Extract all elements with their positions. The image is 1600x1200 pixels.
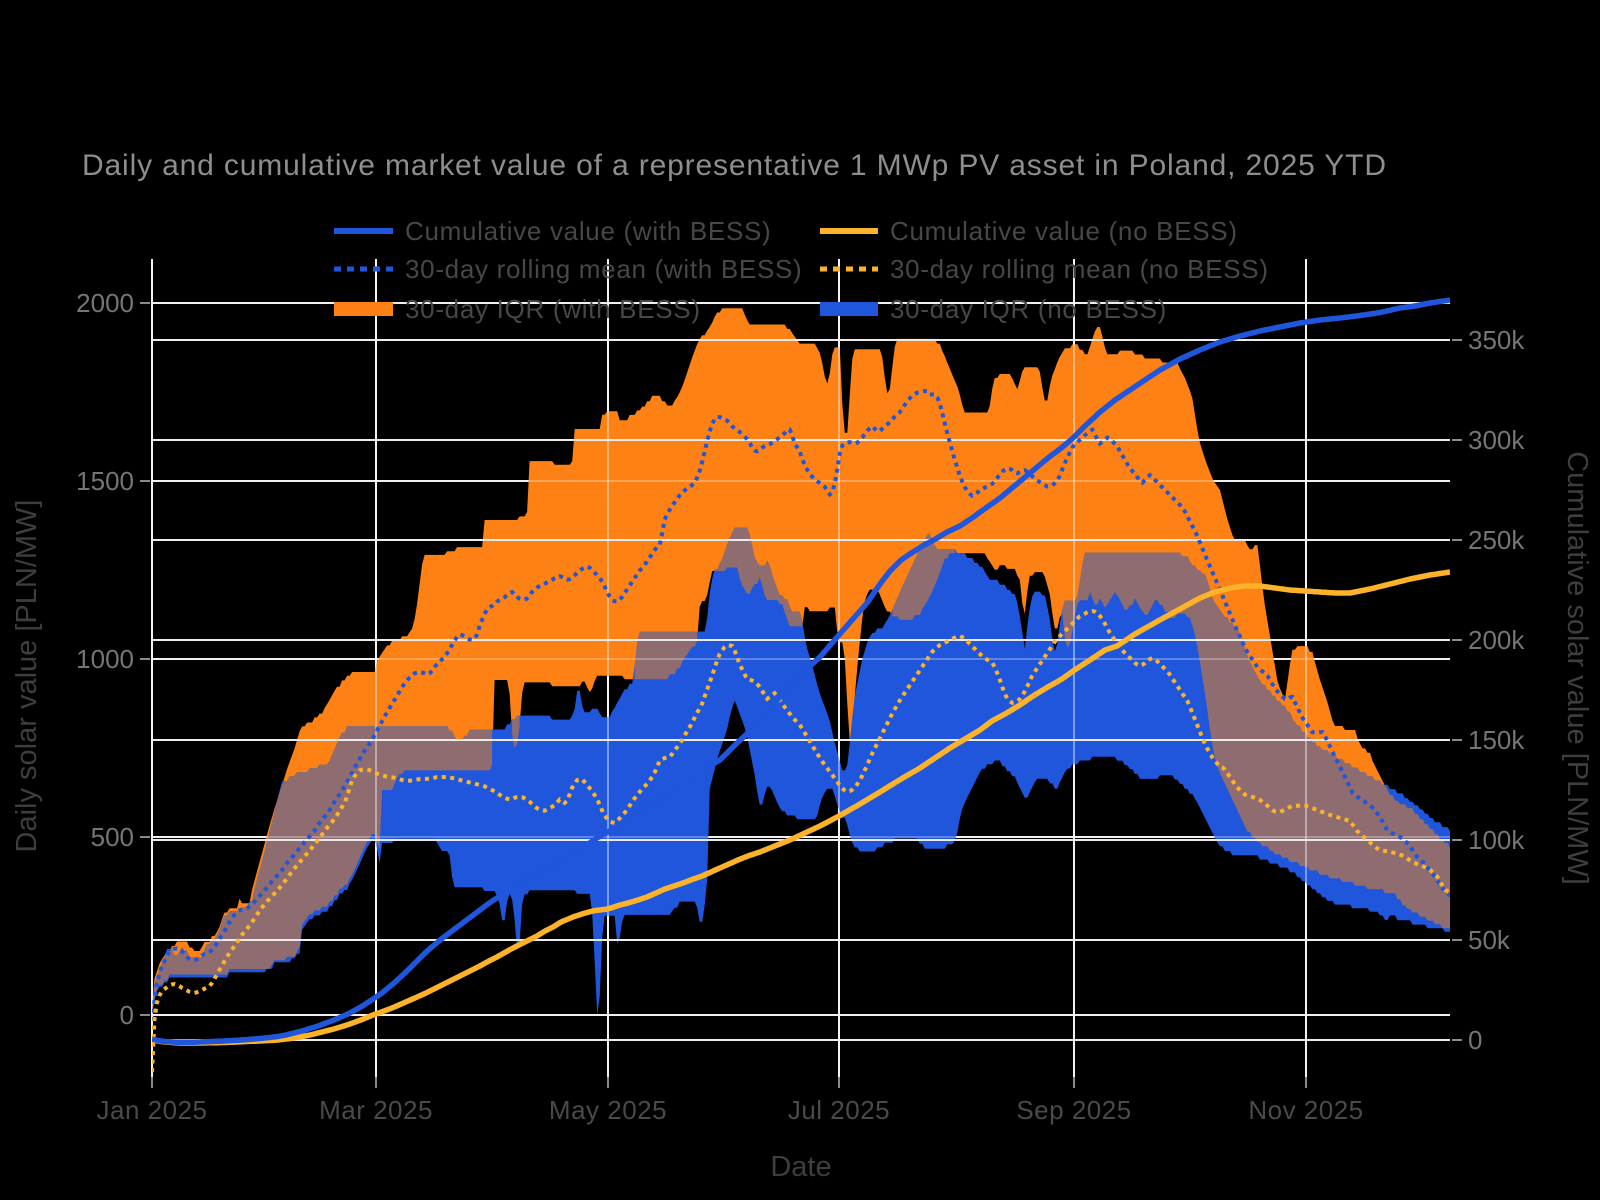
svg-text:Daily and cumulative market va: Daily and cumulative market value of a r… bbox=[82, 149, 1387, 182]
svg-text:1500: 1500 bbox=[76, 466, 134, 496]
svg-text:200k: 200k bbox=[1468, 625, 1525, 655]
svg-text:30-day rolling mean (with BESS: 30-day rolling mean (with BESS) bbox=[405, 254, 802, 284]
svg-text:150k: 150k bbox=[1468, 725, 1525, 755]
svg-text:250k: 250k bbox=[1468, 525, 1525, 555]
svg-text:Nov 2025: Nov 2025 bbox=[1248, 1095, 1363, 1125]
svg-text:30-day IQR (with BESS): 30-day IQR (with BESS) bbox=[405, 294, 701, 324]
svg-text:Sep 2025: Sep 2025 bbox=[1016, 1095, 1131, 1125]
svg-text:Cumulative solar value [PLN/MW: Cumulative solar value [PLN/MW] bbox=[1561, 451, 1593, 885]
svg-text:100k: 100k bbox=[1468, 825, 1525, 855]
svg-text:Date: Date bbox=[770, 1151, 831, 1183]
svg-text:1000: 1000 bbox=[76, 644, 134, 674]
svg-text:500: 500 bbox=[91, 822, 134, 852]
svg-text:Cumulative value (with BESS): Cumulative value (with BESS) bbox=[405, 216, 771, 246]
svg-text:Jul 2025: Jul 2025 bbox=[788, 1095, 890, 1125]
svg-text:May 2025: May 2025 bbox=[549, 1095, 667, 1125]
svg-text:300k: 300k bbox=[1468, 425, 1525, 455]
svg-text:350k: 350k bbox=[1468, 325, 1525, 355]
svg-text:Cumulative value (no BESS): Cumulative value (no BESS) bbox=[890, 216, 1238, 246]
svg-text:2000: 2000 bbox=[76, 288, 134, 318]
svg-text:30-day rolling mean (no BESS): 30-day rolling mean (no BESS) bbox=[890, 254, 1269, 284]
svg-text:30-day IQR (no BESS): 30-day IQR (no BESS) bbox=[890, 294, 1167, 324]
svg-text:Daily solar value [PLN/MW]: Daily solar value [PLN/MW] bbox=[11, 500, 43, 853]
svg-text:Jan 2025: Jan 2025 bbox=[97, 1095, 208, 1125]
svg-text:0: 0 bbox=[120, 1000, 134, 1030]
svg-text:0: 0 bbox=[1468, 1025, 1482, 1055]
svg-text:50k: 50k bbox=[1468, 925, 1511, 955]
svg-text:Mar 2025: Mar 2025 bbox=[319, 1095, 433, 1125]
